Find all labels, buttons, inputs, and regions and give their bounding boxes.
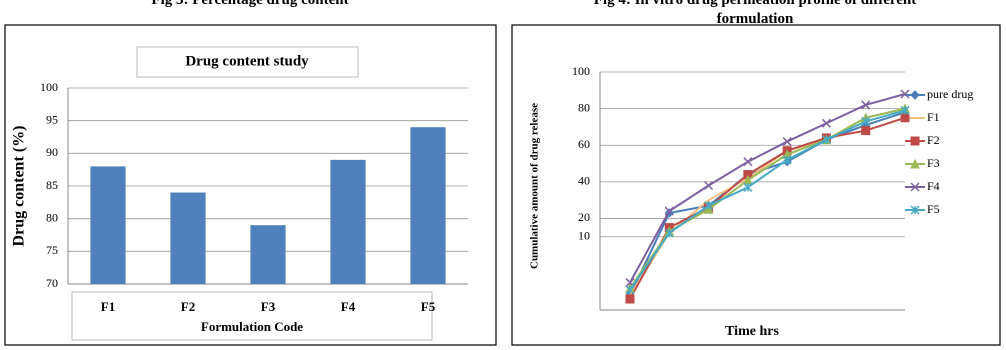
y-tick-label: 100 bbox=[40, 80, 58, 94]
marker bbox=[625, 285, 635, 295]
x-axis-box bbox=[71, 291, 433, 341]
y-tick-label: 95 bbox=[46, 112, 58, 126]
title-box bbox=[136, 46, 359, 78]
legend-label: F3 bbox=[927, 156, 940, 170]
chart-frame bbox=[511, 24, 1001, 346]
marker bbox=[782, 155, 792, 165]
y-tick-label: 90 bbox=[46, 145, 58, 159]
marker bbox=[821, 135, 831, 145]
marker bbox=[861, 126, 871, 136]
figure-caption: Fig 3: Percentage drug content bbox=[151, 0, 349, 8]
x-tick-label: F5 bbox=[421, 299, 436, 314]
x-tick-label: F3 bbox=[261, 299, 276, 314]
y-tick-label: 20 bbox=[578, 210, 590, 224]
marker bbox=[900, 89, 910, 99]
y-axis-label: Drug content (%) bbox=[11, 126, 28, 247]
figure-caption: Fig 4: In vitro drug permeation profile … bbox=[593, 0, 917, 27]
x-tick-label: F1 bbox=[101, 299, 115, 314]
legend-label: F1 bbox=[927, 110, 940, 124]
bar bbox=[330, 159, 366, 284]
marker bbox=[625, 294, 635, 304]
marker bbox=[782, 137, 792, 147]
y-tick-label: 85 bbox=[46, 178, 58, 192]
line bbox=[629, 93, 906, 284]
legend-label: F4 bbox=[927, 179, 940, 193]
legend-marker bbox=[910, 136, 920, 146]
legend-marker bbox=[910, 205, 920, 215]
x-tick-label: F4 bbox=[341, 299, 356, 314]
y-tick-label: 80 bbox=[578, 100, 590, 114]
legend-label: pure drug bbox=[927, 87, 973, 101]
marker bbox=[704, 180, 714, 191]
bar bbox=[90, 166, 126, 284]
legend-label: F2 bbox=[927, 133, 940, 147]
bar bbox=[170, 192, 206, 284]
line bbox=[629, 109, 906, 291]
marker bbox=[743, 182, 753, 192]
marker bbox=[743, 157, 753, 167]
marker bbox=[900, 105, 910, 115]
legend-marker bbox=[910, 182, 920, 192]
marker bbox=[704, 201, 714, 211]
bar bbox=[410, 127, 446, 284]
x-tick-label: F2 bbox=[181, 299, 195, 314]
bar bbox=[250, 225, 286, 284]
marker bbox=[664, 206, 674, 216]
y-tick-label: 60 bbox=[578, 137, 590, 151]
line bbox=[629, 116, 906, 300]
legend-marker bbox=[910, 158, 920, 169]
legend-label: F5 bbox=[927, 202, 940, 216]
y-tick-label: 100 bbox=[572, 64, 590, 78]
marker bbox=[900, 113, 910, 123]
y-tick-label: 75 bbox=[46, 243, 58, 257]
legend-marker bbox=[910, 90, 920, 100]
chart-title: Drug content study bbox=[185, 53, 309, 69]
marker bbox=[821, 118, 831, 128]
y-tick-label: 70 bbox=[46, 276, 58, 290]
marker bbox=[861, 100, 871, 110]
x-axis-label: Time hrs bbox=[725, 324, 779, 339]
marker bbox=[861, 116, 871, 126]
y-tick-label: 80 bbox=[46, 210, 58, 224]
y-tick-label: 10 bbox=[578, 229, 590, 243]
x-axis-label: Formulation Code bbox=[201, 319, 303, 334]
y-tick-label: 40 bbox=[578, 174, 590, 188]
marker bbox=[664, 228, 674, 238]
y-axis-label: Cumulative amount of drug release bbox=[529, 103, 541, 269]
